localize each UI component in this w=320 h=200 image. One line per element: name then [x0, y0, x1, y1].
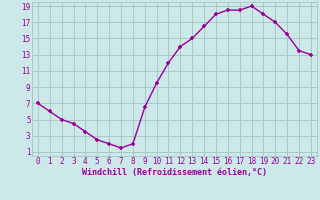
X-axis label: Windchill (Refroidissement éolien,°C): Windchill (Refroidissement éolien,°C) — [82, 168, 267, 177]
